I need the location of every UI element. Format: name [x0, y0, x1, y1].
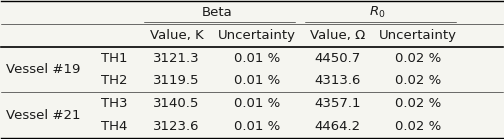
Text: 4357.1: 4357.1 [314, 97, 361, 110]
Text: 0.02 %: 0.02 % [395, 97, 441, 110]
Text: 0.01 %: 0.01 % [234, 75, 280, 87]
Text: 0.01 %: 0.01 % [234, 120, 280, 133]
Text: TH2: TH2 [100, 75, 127, 87]
Text: Vessel #19: Vessel #19 [6, 63, 80, 76]
Text: 3123.6: 3123.6 [153, 120, 200, 133]
Text: TH1: TH1 [100, 52, 127, 64]
Text: TH3: TH3 [100, 97, 127, 110]
Text: TH4: TH4 [101, 120, 127, 133]
Text: Vessel #21: Vessel #21 [6, 109, 80, 122]
Text: 3140.5: 3140.5 [153, 97, 200, 110]
Text: 3121.3: 3121.3 [153, 52, 200, 64]
Text: 4450.7: 4450.7 [314, 52, 360, 64]
Text: 0.01 %: 0.01 % [234, 97, 280, 110]
Text: 0.02 %: 0.02 % [395, 120, 441, 133]
Text: $R_0$: $R_0$ [369, 5, 386, 20]
Text: Value, K: Value, K [150, 29, 204, 42]
Text: Beta: Beta [202, 6, 232, 19]
Text: 0.01 %: 0.01 % [234, 52, 280, 64]
Text: Uncertainty: Uncertainty [379, 29, 457, 42]
Text: 3119.5: 3119.5 [153, 75, 200, 87]
Text: 4313.6: 4313.6 [314, 75, 361, 87]
Text: 0.02 %: 0.02 % [395, 75, 441, 87]
Text: Value, Ω: Value, Ω [310, 29, 365, 42]
Text: Uncertainty: Uncertainty [218, 29, 296, 42]
Text: 4464.2: 4464.2 [314, 120, 360, 133]
Text: 0.02 %: 0.02 % [395, 52, 441, 64]
